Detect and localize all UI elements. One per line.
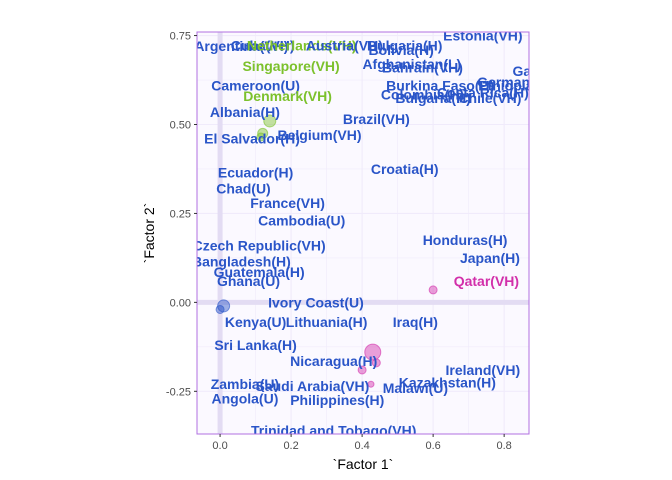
point-label: Ethiopia(L) [478, 77, 551, 93]
point-label: Bulgaria(H) [395, 90, 470, 106]
point-label: Cambodia(U) [258, 213, 345, 229]
point-label: Qatar(VH) [454, 273, 519, 289]
point-label: Zambia(U) [211, 376, 279, 392]
point-label: Angola(U) [211, 390, 278, 406]
point-label: Nicaragua(H) [290, 353, 377, 369]
point-label: Croatia(H) [371, 161, 439, 177]
plot-panel [197, 32, 529, 434]
point-label: Ghana(U) [217, 273, 280, 289]
point-label: Colombia(H) [381, 86, 464, 102]
x-axis-ticks: 0.0 0.2 0.4 0.6 0.8 [212, 434, 512, 452]
panel-border [196, 31, 530, 435]
point-markers [215, 114, 438, 388]
zero-lines [197, 32, 529, 434]
y-tick-label: 0.50 [170, 119, 191, 131]
point-marker [263, 114, 277, 128]
point-label: Cameroon(U) [211, 77, 300, 93]
point-label: Albania(H) [210, 104, 280, 120]
point-label: Argentina(VH) [194, 38, 288, 54]
point-label: Trinidad and Tobago(VH) [251, 422, 416, 438]
point-label: Netherlands(VH) [247, 38, 357, 54]
point-label: Bangladesh(H) [192, 253, 291, 269]
point-label: Ivory Coast(U) [268, 294, 364, 310]
point-label: Guatemala(H) [214, 264, 305, 280]
x-tick-label: 0.2 [283, 440, 298, 452]
point-label: Saudi Arabia(VH) [255, 378, 369, 394]
point-label: Kazakhstan(H) [399, 374, 496, 390]
y-tick-label: 0.00 [170, 297, 191, 309]
point-label: Czech Republic(VH) [193, 237, 326, 253]
point-label: Denmark(VH) [243, 88, 332, 104]
point-label: El Salvador(H) [204, 131, 300, 147]
point-label: Honduras(H) [423, 232, 508, 248]
point-label: Burkina Faso(U) [386, 77, 494, 93]
point-label: Afghanistan(L) [362, 56, 461, 72]
point-label: Estonia(VH) [443, 28, 522, 44]
y-tick-label: 0.25 [170, 208, 191, 220]
y-tick-label: -0.25 [166, 386, 191, 398]
y-axis-title: `Factor 2` [141, 203, 157, 264]
point-label: Malawi(U) [383, 380, 448, 396]
y-axis-ticks: -0.25 0.00 0.25 0.50 0.75 [166, 31, 197, 398]
point-label: Chad(U) [216, 181, 270, 197]
point-marker [371, 358, 381, 368]
y-tick-label: 0.75 [170, 31, 191, 43]
point-label: Belgium(VH) [278, 127, 362, 143]
point-label: Bulgaria(H) [367, 38, 442, 54]
point-marker [367, 380, 375, 388]
point-label: Philippines(H) [290, 392, 384, 408]
point-label: Ecuador(H) [218, 165, 293, 181]
point-label: Costa Rica(H) [437, 84, 529, 100]
point-label: Sri Lanka(H) [214, 337, 296, 353]
point-marker [256, 132, 266, 142]
point-label: Chile(VH) [458, 90, 521, 106]
x-axis-title: `Factor 1` [333, 456, 394, 472]
point-marker [428, 285, 438, 295]
point-label: Kenya(U) [225, 314, 286, 330]
point-label: Germany(VH) [477, 74, 566, 90]
point-label: Bolivia(H) [368, 42, 433, 58]
point-label: Lithuania(H) [286, 314, 368, 330]
point-label: Iraq(H) [393, 314, 438, 330]
point-label: Japan(H) [460, 250, 520, 266]
point-marker [215, 304, 225, 314]
point-label: Brazil(VH) [343, 111, 410, 127]
x-tick-label: 0.6 [425, 440, 440, 452]
point-label: Ireland(VH) [445, 362, 520, 378]
x-tick-label: 0.4 [354, 440, 369, 452]
x-tick-label: 0.0 [212, 440, 227, 452]
point-label: Cuba(VH) [231, 38, 295, 54]
point-labels: Argentina(VH)Cuba(VH)Netherlands(VH)Aust… [192, 28, 566, 438]
point-label: Singapore(VH) [242, 58, 339, 74]
x-tick-label: 0.8 [496, 440, 511, 452]
point-marker [357, 365, 367, 375]
point-label: France(VH) [250, 195, 325, 211]
point-label: Ga [513, 63, 532, 79]
point-label: Bahrain(VH) [382, 60, 463, 76]
point-label: Austria(VH) [306, 38, 383, 54]
